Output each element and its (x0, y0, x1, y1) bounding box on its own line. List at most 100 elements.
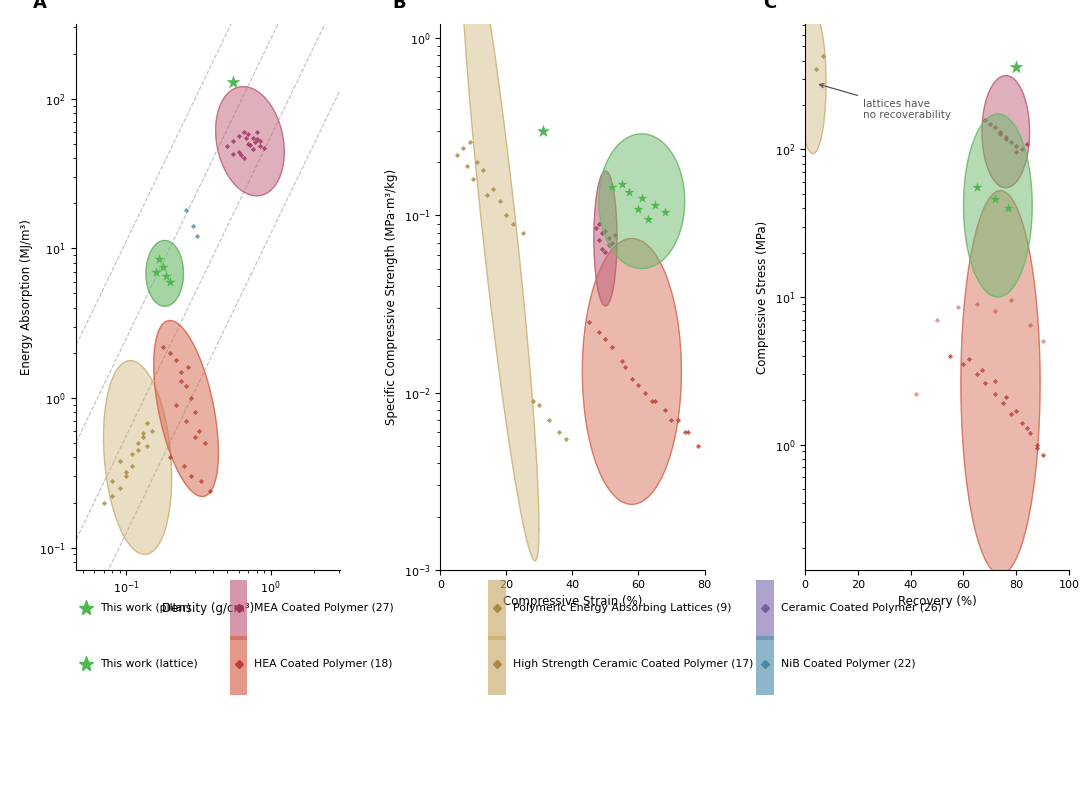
Polygon shape (961, 190, 1040, 575)
Point (597, 245, 615, 258)
Point (997, 391, 1014, 403)
Point (960, 352, 977, 365)
Point (590, 326, 607, 339)
Point (929, 313, 946, 326)
Point (663, 414, 680, 426)
Point (185, 220, 202, 233)
Point (541, 414, 558, 426)
Point (973, 363, 990, 376)
Point (230, 130, 247, 143)
Point (504, 217, 522, 230)
Point (173, 375, 190, 387)
Point (597, 224, 615, 237)
Point (161, 347, 178, 359)
Point (620, 186, 637, 198)
Polygon shape (982, 76, 1029, 188)
Text: Ceramic Coated Polymer (26): Ceramic Coated Polymer (26) (781, 603, 942, 613)
Text: Polymeric Energy Absorbing Lattices (9): Polymeric Energy Absorbing Lattices (9) (513, 603, 731, 613)
Point (187, 406, 204, 418)
Bar (488, 580, 505, 640)
Point (1021, 426, 1038, 439)
Text: MEA Coated Polymer (27): MEA Coated Polymer (27) (255, 603, 394, 613)
Point (968, 297, 985, 310)
Point (187, 430, 204, 443)
Point (604, 180, 621, 193)
Point (530, 398, 548, 411)
Point (995, 397, 1012, 410)
Bar (230, 636, 247, 695)
Point (630, 379, 647, 392)
Point (241, 139, 258, 151)
Point (147, 265, 164, 278)
Text: HEA Coated Polymer (18): HEA Coated Polymer (18) (255, 658, 393, 669)
Point (1002, 408, 1020, 421)
Point (991, 128, 1009, 140)
Point (179, 361, 197, 374)
Point (111, 454, 129, 467)
X-axis label: Recovery (%): Recovery (%) (897, 595, 976, 608)
Point (594, 242, 611, 255)
Point (218, 140, 235, 153)
Point (177, 204, 194, 217)
Point (1035, 335, 1052, 347)
Point (458, 159, 475, 172)
Point (167, 353, 185, 366)
Point (154, 261, 172, 273)
Point (1002, 294, 1020, 307)
Point (534, 124, 551, 137)
Point (455, 142, 472, 155)
Point (1008, 146, 1025, 159)
Point (633, 192, 650, 205)
Point (997, 130, 1014, 143)
Point (580, 316, 597, 328)
Point (111, 481, 129, 494)
Point (986, 375, 1003, 387)
Point (636, 387, 653, 399)
Point (448, 148, 465, 161)
Point (986, 387, 1003, 400)
Point (1013, 143, 1030, 155)
Point (158, 270, 175, 283)
Text: lattices have
no recoverability: lattices have no recoverability (820, 84, 951, 120)
Point (590, 234, 607, 246)
Point (1035, 449, 1052, 461)
Text: This work (lattice): This work (lattice) (100, 658, 199, 669)
Point (594, 226, 611, 239)
Point (1008, 61, 1025, 73)
Point (1008, 139, 1025, 152)
Point (1021, 318, 1038, 331)
Polygon shape (598, 134, 685, 269)
Point (464, 173, 482, 186)
Point (234, 152, 252, 165)
Text: NiB Coated Polymer (22): NiB Coated Polymer (22) (781, 658, 916, 669)
Point (643, 395, 660, 407)
Point (607, 228, 624, 241)
Point (252, 140, 269, 153)
Polygon shape (460, 0, 539, 561)
Point (118, 469, 135, 482)
Point (183, 469, 200, 482)
Point (138, 439, 156, 452)
Point (942, 349, 959, 362)
Point (104, 474, 121, 487)
Point (1013, 417, 1030, 430)
Point (225, 75, 242, 88)
Point (1029, 442, 1047, 454)
Point (807, 63, 824, 76)
Point (95, 497, 112, 509)
Point (679, 426, 697, 438)
Point (225, 147, 242, 160)
Point (248, 132, 266, 145)
Point (613, 178, 631, 190)
Point (167, 398, 185, 411)
Point (689, 440, 706, 453)
Point (657, 206, 674, 218)
Point (600, 239, 618, 252)
Point (177, 414, 194, 427)
Point (134, 427, 151, 440)
Point (177, 379, 194, 392)
Point (498, 209, 515, 222)
Point (240, 128, 257, 140)
Point (670, 414, 687, 426)
Point (1008, 404, 1025, 417)
